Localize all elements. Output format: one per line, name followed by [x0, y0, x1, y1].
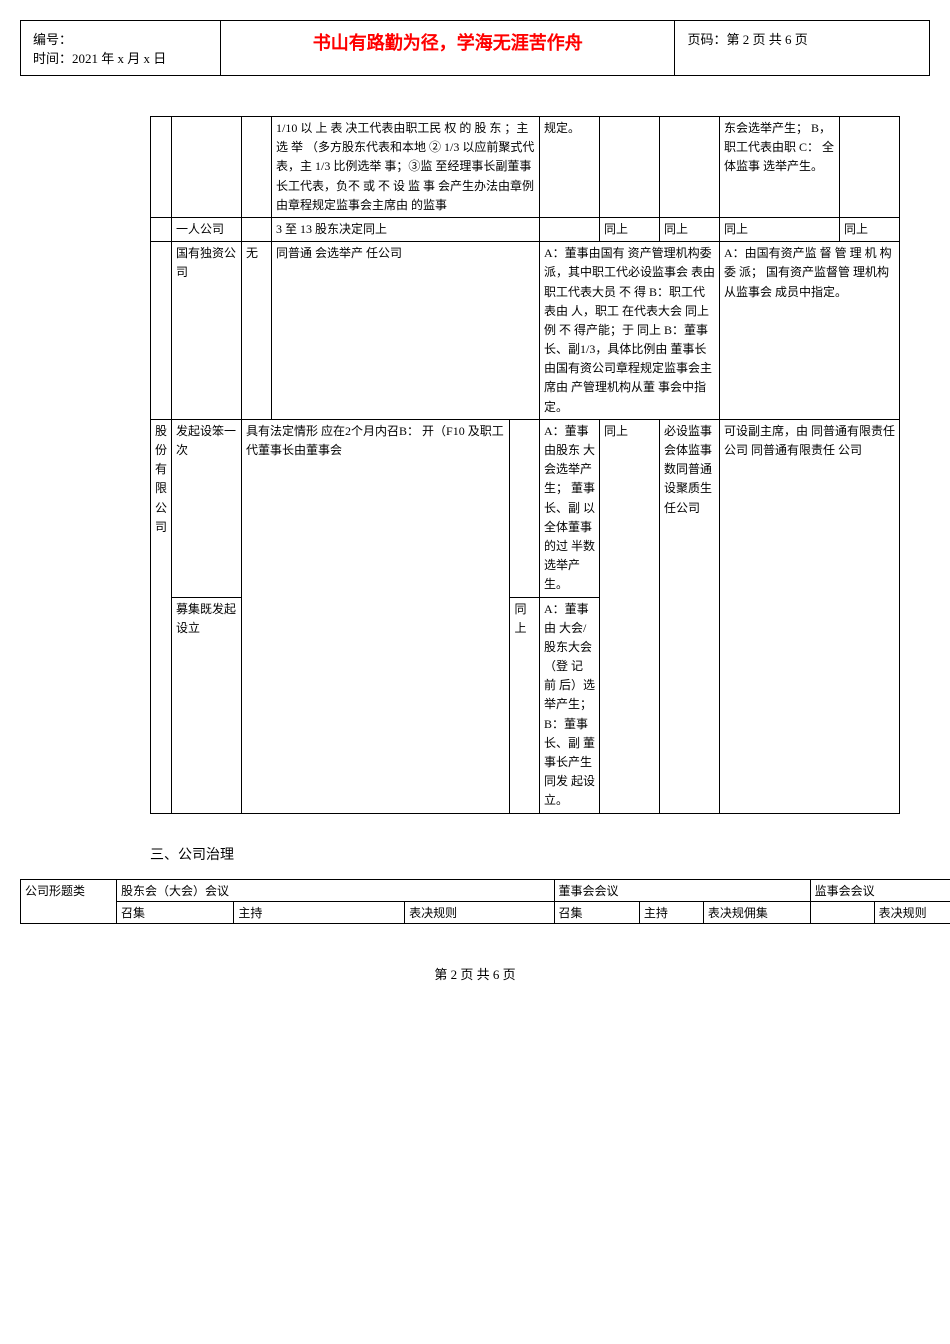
subheader-cell: 主持 [234, 901, 405, 923]
subheader-cell: 表决规则 [874, 901, 950, 923]
cell: A：董事由国有 资产管理机构委 派，其中职工代必设监事会 表由职工代表大员 不 … [540, 242, 720, 420]
cell: 同上 [720, 217, 840, 241]
table-row: 1/10 以 上 表 决工代表由职工民 权 的 股 东 ；主 选 举 （多方股东… [151, 117, 900, 218]
doc-date: 时间：2021 年 x 月 x 日 [33, 48, 208, 67]
header-cell: 监事会会议 [810, 879, 950, 901]
cell: 股份有限公司 [151, 419, 172, 813]
header-left-cell: 编号： 时间：2021 年 x 月 x 日 [21, 21, 221, 76]
cell: 1/10 以 上 表 决工代表由职工民 权 的 股 东 ；主 选 举 （多方股东… [272, 117, 540, 218]
cell: 无 [242, 242, 272, 420]
cell: 同上 [660, 217, 720, 241]
cell [600, 117, 660, 218]
header-right-cell: 页码：第 2 页 共 6 页 [675, 21, 930, 76]
subheader-cell: 召集 [117, 901, 234, 923]
cell [510, 419, 540, 597]
cell: 规定。 [540, 117, 600, 218]
cell: 募集既发起设立 [172, 597, 242, 813]
cell: 3 至 13 股东决定同上 [272, 217, 540, 241]
table-row: 国有独资公司 无 同普通 会选举产 任公司 A：董事由国有 资产管理机构委 派，… [151, 242, 900, 420]
subheader-cell: 召集 [554, 901, 639, 923]
section-heading: 三、公司治理 [150, 844, 930, 864]
cell: 国有独资公司 [172, 242, 242, 420]
table-row: 股份有限公司 发起设笨一次 具有法定情形 应在2个月内召B： 开（F10 及职工… [151, 419, 900, 597]
cell: 同普通 会选举产 任公司 [272, 242, 540, 420]
header-cell: 股东会（大会）会议 [117, 879, 554, 901]
table-row: 召集 主持 表决规则 召集 主持 表决规佣集 表决规则 [21, 901, 950, 923]
main-content-table: 1/10 以 上 表 决工代表由职工民 权 的 股 东 ；主 选 举 （多方股东… [150, 116, 900, 814]
subheader-cell: 主持 [639, 901, 703, 923]
governance-table: 公司形题类 股东会（大会）会议 董事会会议 监事会会议 召集 主持 表决规则 召… [20, 879, 950, 924]
page-header-table: 编号： 时间：2021 年 x 月 x 日 书山有路勤为径，学海无涯苦作舟 页码… [20, 20, 930, 76]
cell [242, 117, 272, 218]
page-title: 书山有路勤为径，学海无涯苦作舟 [313, 33, 583, 53]
cell: 必设监事会体监事 数同普通设聚质生 任公司 [660, 419, 720, 813]
cell: 同上 [600, 217, 660, 241]
cell [151, 217, 172, 241]
header-cell: 董事会会议 [554, 879, 810, 901]
cell: 同上 [840, 217, 900, 241]
header-center-cell: 书山有路勤为径，学海无涯苦作舟 [220, 21, 675, 76]
cell: 一人公司 [172, 217, 242, 241]
cell [660, 117, 720, 218]
cell [151, 242, 172, 420]
cell: A：董事由 大会/股东大会 （登 记 前 后）选举产生； B：董事长、副 董事长… [540, 597, 600, 813]
cell: A：由国有资产监 督 管 理 机 构 委 派； 国有资产监督管 理机构从监事会 … [720, 242, 900, 420]
cell: 同上 [510, 597, 540, 813]
cell [172, 117, 242, 218]
table-row: 公司形题类 股东会（大会）会议 董事会会议 监事会会议 [21, 879, 950, 901]
cell: 东会选举产生； B，职工代表由职 C： 全体监事 选举产生。 [720, 117, 840, 218]
page-footer: 第 2 页 共 6 页 [20, 964, 930, 983]
cell: 可设副主席，由 同普通有限责任 公司 同普通有限责任 公司 [720, 419, 900, 813]
cell: A：董事由股东 大会选举产生； 董事长、副 以全体董事的过 半数选举产生。 [540, 419, 600, 597]
cell: 同上 [600, 419, 660, 813]
subheader-cell [810, 901, 874, 923]
cell: 发起设笨一次 [172, 419, 242, 597]
cell: 具有法定情形 应在2个月内召B： 开（F10 及职工代董事长由董事会 [242, 419, 510, 813]
header-cell: 公司形题类 [21, 879, 117, 923]
cell [151, 117, 172, 218]
subheader-cell: 表决规则 [405, 901, 554, 923]
table-row: 一人公司 3 至 13 股东决定同上 同上 同上 同上 同上 [151, 217, 900, 241]
cell [840, 117, 900, 218]
subheader-cell: 表决规佣集 [703, 901, 810, 923]
page-number: 页码：第 2 页 共 6 页 [687, 32, 807, 47]
doc-number: 编号： [33, 29, 208, 48]
cell [242, 217, 272, 241]
cell [540, 217, 600, 241]
